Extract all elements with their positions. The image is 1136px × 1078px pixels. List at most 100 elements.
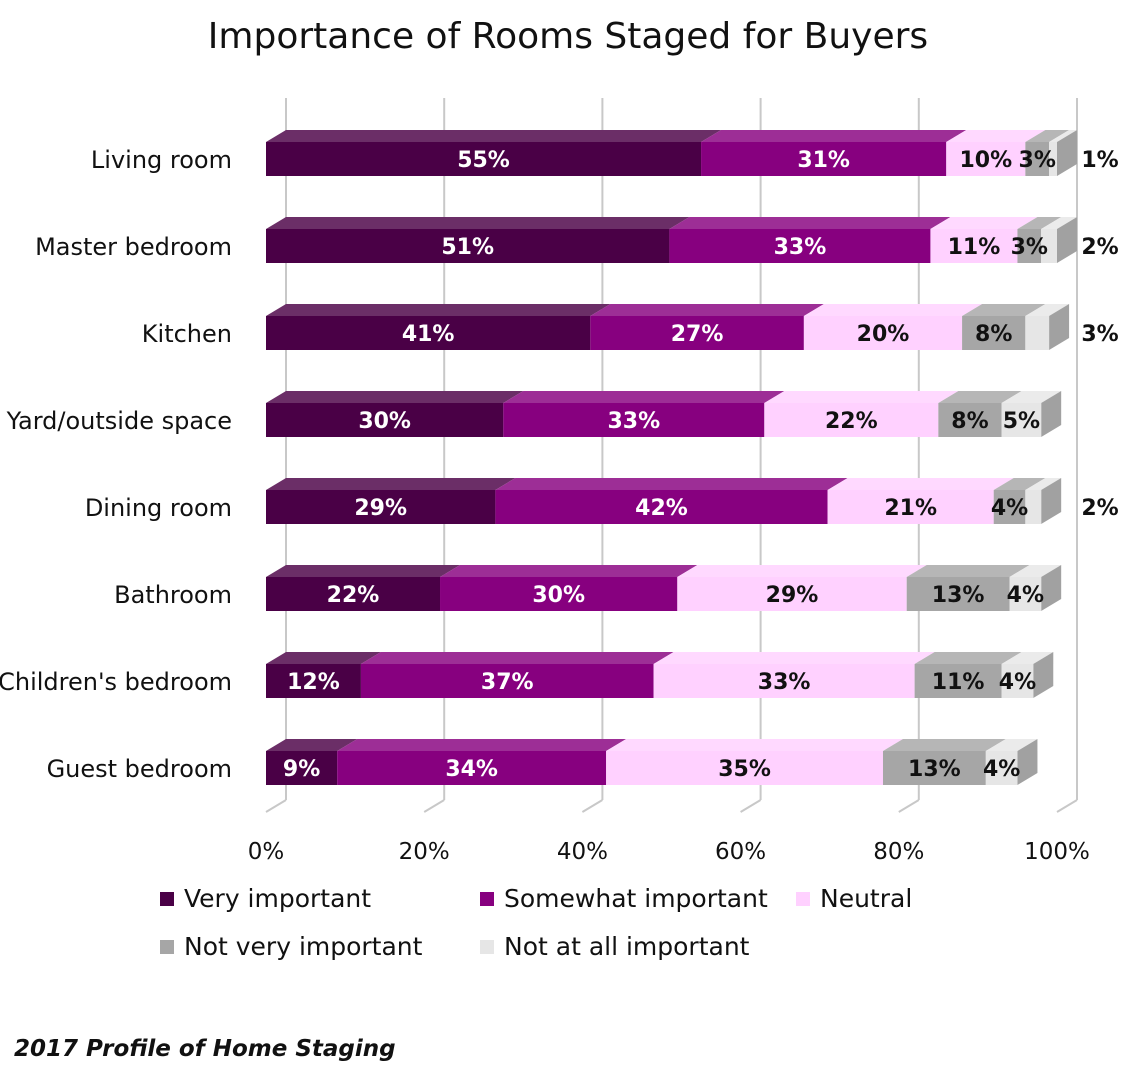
bar-segment-top (962, 304, 1046, 316)
bar-segment-top (606, 739, 903, 751)
bar-segment-top (669, 217, 951, 229)
bar-segment (1001, 664, 1034, 698)
x-tick-label: 100% (1024, 839, 1090, 865)
bar-segment-top (440, 565, 698, 577)
bar-segment-top (985, 739, 1038, 751)
data-label: 31% (797, 148, 850, 173)
bar-segment-top (266, 652, 381, 664)
bar-segment (495, 490, 828, 524)
bar-segment-top (930, 217, 1038, 229)
data-label: 29% (766, 583, 819, 608)
category-label: Bathroom (114, 581, 232, 609)
bar-segment (1009, 577, 1042, 611)
data-label: 21% (884, 496, 937, 521)
bar-segment (266, 490, 496, 524)
bar-segment-side (1041, 478, 1062, 524)
category-label: Dining room (85, 494, 232, 522)
data-label: 4% (1007, 583, 1044, 608)
bar-segment-top (495, 478, 848, 490)
data-label: 13% (908, 757, 961, 782)
data-label: 51% (441, 235, 494, 260)
bar-segment-side (1057, 217, 1077, 263)
bar-segment-top (1001, 652, 1054, 664)
data-label: 2% (1081, 496, 1118, 521)
bar-segment-top (1025, 478, 1062, 490)
bar-segment (266, 577, 441, 611)
bar-segment-top (938, 391, 1022, 403)
bar-segment (266, 316, 591, 350)
data-label: 5% (1003, 409, 1040, 434)
bar-segment-top (266, 478, 516, 490)
bar-segment-top (266, 304, 611, 316)
category-label: Children's bedroom (0, 668, 232, 696)
category-label: Guest bedroom (47, 755, 232, 783)
bar-segment-side (1017, 739, 1038, 785)
data-label: 41% (402, 322, 455, 347)
bar-segment (803, 316, 963, 350)
bar-segment-side (1049, 304, 1070, 350)
gridline-floor (265, 799, 287, 813)
bar-segment (1049, 142, 1057, 176)
bar-segment (906, 577, 1010, 611)
legend-item: Neutral (796, 884, 912, 913)
bar-segment (266, 142, 702, 176)
legend-item: Not at all important (480, 932, 749, 961)
bar-segment-top (803, 304, 983, 316)
bar-segment-top (1041, 217, 1077, 229)
bar-segment-side (1041, 565, 1062, 611)
data-label: 10% (959, 148, 1012, 173)
bar-segment (653, 664, 915, 698)
bar-segment (930, 229, 1018, 263)
bar-segment-top (266, 565, 461, 577)
bar-segment-top (827, 478, 1014, 490)
bar-segment-side (1057, 130, 1077, 176)
category-label: Yard/outside space (6, 407, 232, 435)
bar-segment-top (764, 391, 959, 403)
bar-segment (993, 490, 1026, 524)
data-label: 3% (1011, 235, 1048, 260)
legend-swatch (160, 939, 174, 954)
data-label: 35% (718, 757, 771, 782)
bar-segment-top (906, 565, 1030, 577)
data-label: 11% (948, 235, 1001, 260)
data-label: 42% (635, 496, 688, 521)
bar-segment (938, 403, 1002, 437)
data-label: 33% (774, 235, 827, 260)
data-label: 55% (457, 148, 510, 173)
bar-segment-top (503, 391, 785, 403)
x-tick-label: 60% (715, 839, 766, 865)
legend-label: Not at all important (504, 932, 750, 961)
bar-segment (1017, 229, 1042, 263)
bar-segment-top (701, 130, 967, 142)
x-tick-label: 40% (557, 839, 608, 865)
x-tick-label: 80% (873, 839, 924, 865)
bar-segment-top (677, 565, 927, 577)
legend-label: Not very important (184, 932, 423, 961)
bar-segment (266, 403, 504, 437)
legend-label: Neutral (820, 884, 913, 913)
data-label: 11% (932, 670, 985, 695)
x-tick-label: 0% (248, 839, 285, 865)
data-label: 1% (1081, 148, 1118, 173)
data-label: 3% (1081, 322, 1118, 347)
bar-segment-top (337, 739, 627, 751)
bar-segment-top (653, 652, 935, 664)
bar-segment (1025, 490, 1042, 524)
bar-segment (606, 751, 883, 785)
bar-segment (669, 229, 931, 263)
data-label: 8% (951, 409, 988, 434)
data-label: 20% (857, 322, 910, 347)
data-label: 22% (825, 409, 878, 434)
data-label: 30% (358, 409, 411, 434)
bar-segment-top (1017, 217, 1062, 229)
gridline-floor (1056, 799, 1078, 813)
data-label: 33% (758, 670, 811, 695)
bar-segment (827, 490, 994, 524)
legend-label: Very important (184, 884, 372, 913)
data-label: 13% (932, 583, 985, 608)
category-label: Kitchen (142, 320, 232, 348)
bar-segment (337, 751, 607, 785)
data-label: 4% (999, 670, 1036, 695)
bar-segment-top (266, 391, 524, 403)
